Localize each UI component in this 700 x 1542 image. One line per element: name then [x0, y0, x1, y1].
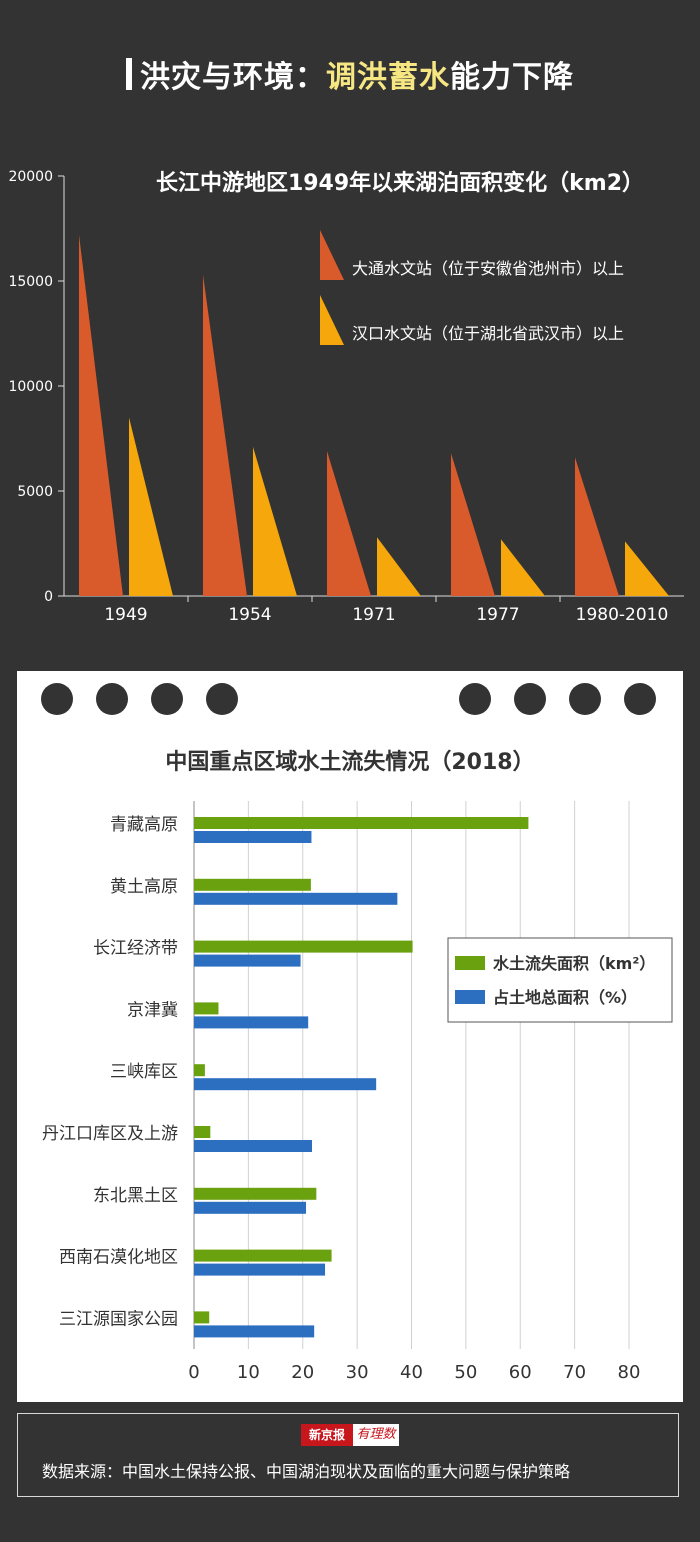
bar-erosion-area	[194, 817, 529, 829]
chart-title: 中国重点区域水土流失情况（2018）	[165, 749, 534, 775]
bar-erosion-area	[194, 940, 413, 953]
x-tick-label: 20	[291, 1362, 314, 1383]
category-label: 黄土高原	[110, 877, 178, 897]
bar-erosion-area	[194, 1126, 211, 1138]
soil-erosion-chart: 中国重点区域水土流失情况（2018） 0 10 20 30 40 50 60 70 80 青藏高原黄…	[41, 683, 673, 1383]
decorative-dot	[459, 683, 491, 715]
legend-box	[447, 937, 673, 1023]
category-label: 三江源国家公园	[59, 1309, 178, 1329]
category-label: 丹江口库区及上游	[42, 1124, 178, 1144]
triangle-bar-hankou	[253, 446, 297, 596]
triangle-bar-datong	[327, 451, 371, 596]
legend-label: 水土流失面积（km²）	[493, 954, 655, 973]
category-label: 三峡库区	[110, 1062, 178, 1082]
page-title: 洪灾与环境：调洪蓄水能力下降	[0, 52, 700, 108]
decorative-dot	[41, 683, 73, 715]
bar-erosion-area	[194, 1249, 332, 1262]
x-tick-label: 50	[454, 1362, 477, 1383]
decorative-dot	[624, 683, 656, 715]
title-prefix: 洪灾与环境：	[140, 60, 326, 95]
bar-land-share	[194, 954, 301, 967]
x-tick-label: 1977	[476, 605, 519, 625]
title-highlight: 调洪蓄水	[326, 60, 450, 95]
title-suffix: 能力下降	[450, 60, 574, 95]
bar-land-share	[194, 1201, 307, 1214]
x-tick-label: 0	[188, 1362, 199, 1383]
y-tick-label: 5000	[17, 484, 53, 500]
chart-title: 长江中游地区1949年以来湖泊面积变化（km2）	[156, 170, 644, 196]
x-tick-label: 1949	[104, 605, 147, 625]
triangle-bar-datong	[451, 453, 495, 596]
title-text: 洪灾与环境：调洪蓄水能力下降	[140, 52, 574, 96]
publisher-logo: 新京报 有理数	[301, 1424, 399, 1446]
bar-land-share	[194, 1016, 309, 1029]
decorative-dot	[514, 683, 546, 715]
bar-land-share	[194, 1325, 315, 1338]
legend-swatch	[320, 230, 344, 280]
triangle-bar-hankou	[377, 537, 421, 596]
bar-land-share	[194, 831, 312, 843]
x-tick-label: 80	[618, 1362, 641, 1383]
bar-land-share	[194, 892, 398, 905]
legend-swatch	[455, 956, 485, 970]
y-tick-label: 10000	[8, 379, 53, 395]
x-tick-label: 1980-2010	[576, 605, 669, 625]
source-box: 新京报 有理数 数据来源：中国水土保持公报、中国湖泊现状及面临的重大问题与保护策…	[17, 1413, 679, 1497]
bar-erosion-area	[194, 1311, 210, 1324]
triangle-bar-datong	[79, 234, 123, 597]
category-label: 长江经济带	[93, 939, 178, 959]
x-tick-label: 40	[400, 1362, 423, 1383]
category-label: 西南石漠化地区	[59, 1248, 178, 1268]
y-tick-label: 0	[44, 589, 53, 605]
legend-label: 大通水文站（位于安徽省池州市）以上	[352, 259, 624, 278]
triangle-bar-datong	[203, 274, 247, 596]
bar-land-share	[194, 1078, 377, 1091]
soil-erosion-panel: 中国重点区域水土流失情况（2018） 0 10 20 30 40 50 60 70 80 青藏高原黄…	[17, 671, 683, 1402]
x-tick-label: 60	[509, 1362, 532, 1383]
triangle-bar-hankou	[129, 417, 173, 596]
logo-right: 有理数	[353, 1424, 399, 1446]
bar-erosion-area	[194, 1002, 219, 1015]
bar-land-share	[194, 1140, 312, 1152]
source-text: 数据来源：中国水土保持公报、中国湖泊现状及面临的重大问题与保护策略	[42, 1462, 571, 1481]
y-tick-label: 15000	[8, 274, 53, 290]
triangle-bar-hankou	[501, 539, 545, 596]
legend-label: 汉口水文站（位于湖北省武汉市）以上	[352, 324, 624, 343]
category-label: 青藏高原	[110, 815, 178, 835]
lake-area-chart: 0 5000 10000 15000 20000 1949 1954 1971 1977 1980…	[8, 169, 684, 625]
x-tick-label: 70	[563, 1362, 586, 1383]
x-tick-label: 1954	[228, 605, 271, 625]
legend-swatch	[320, 295, 344, 345]
bar-erosion-area	[194, 1064, 205, 1077]
x-tick-label: 1971	[352, 605, 395, 625]
x-tick-label: 30	[346, 1362, 369, 1383]
legend-swatch	[455, 990, 485, 1004]
triangle-bar-hankou	[625, 541, 669, 596]
decorative-dot	[569, 683, 601, 715]
bar-land-share	[194, 1263, 326, 1276]
decorative-dot	[206, 683, 238, 715]
title-accent-bar	[126, 58, 132, 90]
category-label: 京津冀	[127, 1000, 178, 1020]
decorative-dot	[151, 683, 183, 715]
category-label: 东北黑土区	[93, 1186, 178, 1206]
logo-left: 新京报	[301, 1424, 353, 1446]
legend-label: 占土地总面积（%）	[493, 988, 637, 1007]
triangle-bar-datong	[575, 457, 619, 596]
y-tick-label: 20000	[8, 169, 53, 185]
decorative-dot	[96, 683, 128, 715]
x-tick-label: 10	[237, 1362, 260, 1383]
bar-erosion-area	[194, 1187, 317, 1200]
bar-erosion-area	[194, 878, 311, 891]
